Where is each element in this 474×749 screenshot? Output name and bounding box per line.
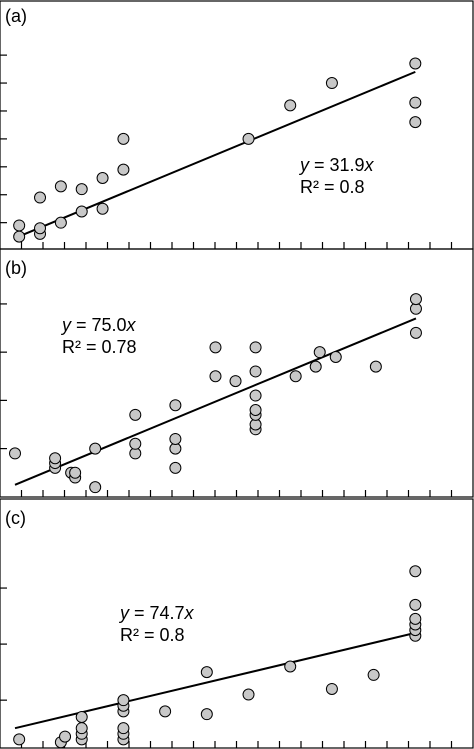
panel-c-data-point	[117, 694, 130, 707]
panel-c-frame	[0, 498, 474, 749]
panel-c-data-point	[409, 598, 422, 611]
panel-c-data-point	[409, 612, 422, 625]
panel-a-r2: R² = 0.8	[300, 177, 365, 197]
panel-a-data-point	[34, 222, 47, 235]
panel-c-data-point	[325, 682, 338, 695]
panel-b-data-point	[89, 442, 102, 455]
panel-c-data-point	[284, 660, 297, 673]
panel-c-data-point	[75, 710, 88, 723]
panel-a-data-point	[54, 180, 67, 193]
panel-b-data-point	[209, 370, 222, 383]
panel-b-data-point	[209, 341, 222, 354]
panel-b-eq-x: x	[126, 315, 137, 335]
panel-b-eq-y: y	[60, 315, 72, 335]
panel-b-data-point	[129, 437, 142, 450]
panel-b-data-point	[249, 365, 262, 378]
panel-b-data-point	[169, 461, 182, 474]
panel-b-r2: R² = 0.78	[62, 337, 137, 357]
panel-a-frame	[0, 0, 474, 250]
panel-b-frame	[0, 248, 474, 498]
panel-b-data-point	[169, 399, 182, 412]
panel-b-data-point	[409, 293, 422, 306]
panel-b-label: (b)	[5, 258, 27, 278]
panel-a-data-point	[117, 132, 130, 145]
panel-c-data-point	[13, 733, 26, 746]
panel-c-r2: R² = 0.8	[120, 625, 185, 645]
panel-a-eq-body: = 31.9	[309, 155, 365, 175]
panel-a-eq-y: y	[298, 155, 310, 175]
panel-a-data-point	[409, 116, 422, 129]
panel-c-label: (c)	[5, 508, 26, 528]
panel-c-data-point	[59, 730, 72, 743]
panel-b-data-point	[369, 360, 382, 373]
panel-b-data-point	[249, 404, 262, 417]
panel-c-data-point	[75, 722, 88, 735]
panel-c-data-point	[409, 565, 422, 578]
panel-a-eq-x: x	[364, 155, 375, 175]
panel-a-data-point	[34, 191, 47, 204]
panel-a-data-point	[409, 57, 422, 70]
panel-b-data-point	[409, 326, 422, 339]
panel-b-equation: y = 75.0x	[60, 315, 137, 335]
panel-c-eq-body: = 74.7	[129, 603, 185, 623]
panel-b-data-point	[129, 408, 142, 421]
panel-b-data-point	[313, 346, 326, 359]
panel-b-data-point	[169, 432, 182, 445]
panel-b-data-point	[49, 452, 62, 465]
panel-a-data-point	[96, 202, 109, 215]
panel-b-data-point	[249, 389, 262, 402]
panel-a-data-point	[13, 230, 26, 243]
panel-b: (b) y = 75.0x R² = 0.78	[0, 248, 474, 498]
panel-b-fit-line	[14, 317, 417, 486]
panel-a-data-point	[75, 183, 88, 196]
panel-a-data-point	[75, 205, 88, 218]
panel-c-data-point	[117, 722, 130, 735]
panel-a-data-point	[54, 216, 67, 229]
panel-a-points	[13, 57, 422, 243]
panel-b-data-point	[289, 370, 302, 383]
panel-b-data-point	[249, 341, 262, 354]
panel-b-data-point	[309, 360, 322, 373]
panel-b-data-point	[69, 466, 82, 479]
panel-b-ticks	[0, 303, 453, 497]
panel-a-data-point	[284, 99, 297, 112]
panel-c-data-point	[159, 705, 172, 718]
panel-a-data-point	[325, 77, 338, 90]
panel-b-data-point	[329, 350, 342, 363]
panel-a-equation: y = 31.9x	[298, 155, 375, 175]
panel-a-ticks	[0, 54, 453, 249]
panel-b-data-point	[9, 447, 21, 460]
panel-a-data-point	[117, 163, 130, 176]
panel-c-data-point	[367, 668, 380, 681]
panel-c-equation: y = 74.7x	[118, 603, 195, 623]
panel-c-eq-x: x	[184, 603, 195, 623]
panel-c: (c) y = 74.7x R² = 0.8	[0, 498, 474, 749]
panel-c-points	[13, 565, 422, 749]
panel-c-data-point	[200, 708, 213, 721]
panel-b-data-point	[89, 481, 102, 494]
panel-c-data-point	[200, 666, 213, 679]
panel-b-eq-body: = 75.0	[71, 315, 127, 335]
panel-a: (a) y = 31.9x R² = 0.8	[0, 0, 474, 250]
panel-a-data-point	[409, 96, 422, 109]
panel-a-label: (a)	[5, 6, 27, 26]
panel-b-data-point	[229, 375, 242, 388]
panel-c-eq-y: y	[118, 603, 130, 623]
panel-c-ticks	[0, 587, 453, 748]
panel-c-fit-line	[14, 631, 416, 730]
panel-a-data-point	[242, 132, 255, 145]
panel-a-data-point	[13, 219, 26, 232]
panel-b-points	[9, 293, 422, 494]
panel-c-data-point	[242, 688, 255, 701]
panel-a-data-point	[96, 171, 109, 184]
